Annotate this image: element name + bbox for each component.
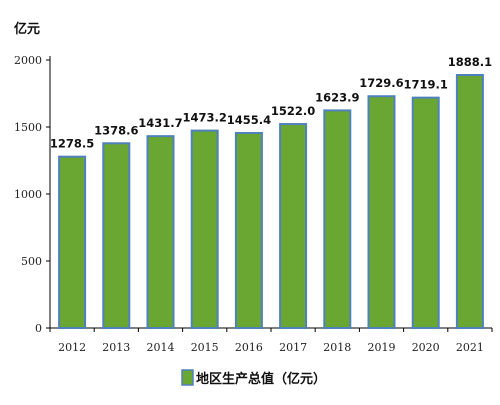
y-axis: 0 500 1000 1500 2000	[14, 54, 51, 335]
bar	[190, 129, 219, 329]
data-label: 1522.0	[271, 104, 315, 118]
x-tick-label: 2020	[412, 341, 440, 354]
data-label: 1729.6	[359, 76, 403, 90]
x-tick-label: 2013	[102, 341, 130, 354]
bar	[146, 135, 175, 329]
bar	[367, 95, 396, 329]
data-label: 1623.9	[315, 90, 359, 104]
bar	[234, 131, 263, 329]
bar	[323, 109, 352, 329]
data-label: 1719.1	[404, 78, 448, 92]
x-tick-label: 2015	[191, 341, 219, 354]
data-label: 1431.7	[138, 116, 182, 130]
x-tick-label: 2021	[456, 341, 484, 354]
x-tick-label: 2016	[235, 341, 263, 354]
data-label: 1278.5	[50, 137, 94, 151]
bar-series	[58, 73, 484, 330]
x-tick-label: 2017	[279, 341, 307, 354]
y-tick-label: 1500	[14, 121, 42, 134]
bar	[411, 96, 440, 330]
legend-swatch	[181, 369, 194, 386]
x-tick-label: 2019	[368, 341, 396, 354]
data-label: 1473.2	[183, 111, 227, 125]
legend-label: 地区生产总值（亿元）	[196, 371, 326, 387]
bar	[279, 123, 308, 329]
x-axis: 2012 2013 2014 2015 2016 2017 2018 2019 2020 2021	[49, 327, 493, 354]
x-tick-label: 2012	[58, 341, 86, 354]
x-tick-label: 2018	[323, 341, 351, 354]
data-label: 1378.6	[94, 123, 138, 137]
x-tick-label: 2014	[147, 341, 175, 354]
bar	[58, 155, 87, 329]
y-tick-label: 500	[21, 255, 42, 268]
bar	[102, 142, 131, 329]
data-label: 1888.1	[448, 55, 492, 69]
data-label: 1455.4	[227, 113, 271, 127]
y-tick-label: 1000	[14, 188, 42, 201]
bar	[455, 73, 484, 329]
y-unit-label: 亿元	[14, 21, 40, 37]
legend: 地区生产总值（亿元）	[181, 369, 326, 387]
y-tick-label: 2000	[14, 54, 42, 67]
y-tick-label: 0	[35, 322, 42, 335]
